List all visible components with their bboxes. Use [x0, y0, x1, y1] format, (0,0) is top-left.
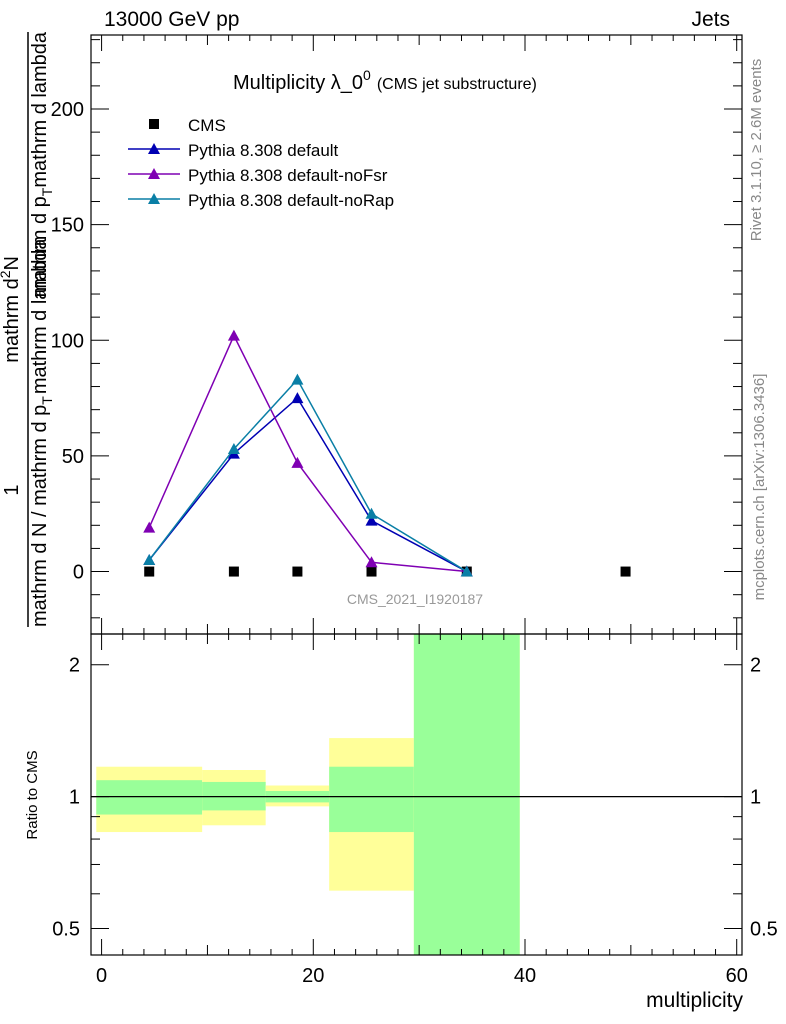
series-0-point-2: [292, 566, 303, 577]
series-2-point-0: [143, 521, 156, 533]
series-0-point-5: [620, 566, 631, 577]
y-title-den-sub: T: [39, 396, 55, 405]
ratio-band-inner-3: [329, 766, 414, 833]
series-line-2: [148, 333, 467, 573]
x-tick-label-0: 0: [96, 965, 107, 987]
rivet-version-label: Rivet 3.1.10, ≥ 2.6M events: [748, 59, 765, 242]
header-right: Jets: [691, 8, 730, 31]
legend-label-0: CMS: [188, 116, 226, 135]
ratio-frame: [90, 633, 743, 956]
y-title-top: mathrm d2N: [0, 256, 23, 363]
x-axis-title: multiplicity: [646, 989, 743, 1012]
series-2-point-3: [365, 556, 378, 568]
mcplots-url-label: mcplots.cern.ch [arXiv:1306.3436]: [751, 374, 768, 601]
y-title-top-a: mathrm d: [1, 278, 23, 362]
ratio-tick-label-right-0.5: 0.5: [750, 918, 778, 940]
legend-entry-0: CMS: [149, 116, 226, 135]
series-0-point-0: [144, 566, 155, 577]
series-line-1: [148, 396, 468, 573]
series-2-point-1: [227, 329, 240, 341]
y-title-den-b: mathrm d lambda: [29, 238, 51, 394]
chart-title: Multiplicity λ_00 (CMS jet substructure): [233, 67, 537, 94]
series-3-point-3: [365, 507, 378, 519]
y-title-top-b: N: [1, 256, 23, 270]
ratio-band-inner-4: [413, 634, 520, 955]
series-3-point-0: [143, 553, 156, 565]
series-3-point-4: [460, 565, 473, 577]
ratio-tick-label-left-1: 1: [69, 787, 80, 809]
y-tick-label-150: 150: [51, 215, 84, 237]
legend-label-1: Pythia 8.308 default: [188, 141, 339, 160]
y-title-numerator: 1: [1, 484, 23, 495]
ratio-tick-label-left-2: 2: [69, 655, 80, 677]
y-title-mid: mathrm d pTmathrm d lambda: [29, 31, 55, 297]
ratio-tick-label-right-2: 2: [750, 655, 761, 677]
series-0-point-1: [228, 566, 239, 577]
y-tick-label-200: 200: [51, 99, 84, 121]
y-title-mid-a: mathrm d p: [29, 196, 51, 297]
legend-entry-3: Pythia 8.308 default-noRap: [128, 191, 394, 210]
legend-entry-1: Pythia 8.308 default: [128, 141, 339, 160]
y-tick-label-0: 0: [73, 562, 84, 584]
y-title-den-a: mathrm d N / mathrm d p: [29, 405, 51, 627]
series-1-point-2: [291, 392, 304, 404]
y-tick-label-100: 100: [51, 330, 84, 352]
y-title-mid-b: mathrm d lambda: [29, 31, 51, 187]
legend-label-2: Pythia 8.308 default-noFsr: [188, 166, 388, 185]
legend-marker-3: [148, 193, 160, 204]
chart-title-main: Multiplicity λ_0: [233, 72, 363, 94]
legend-entry-2: Pythia 8.308 default-noFsr: [128, 166, 388, 185]
y-tick-label-50: 50: [62, 446, 84, 468]
header-left: 13000 GeV pp: [104, 8, 240, 31]
legend-marker-1: [148, 143, 160, 154]
ratio-tick-label-right-1: 1: [750, 787, 761, 809]
ratio-y-axis-title: Ratio to CMS: [24, 750, 41, 839]
series-line-3: [148, 378, 468, 573]
series-1-point-3: [365, 514, 378, 526]
y-title-top-sup: 2: [0, 270, 13, 278]
series-2-point-2: [291, 456, 304, 468]
x-tick-label-60: 60: [726, 965, 748, 987]
watermark-label: CMS_2021_I1920187: [347, 591, 483, 607]
chart-title-sub: (CMS jet substructure): [377, 76, 537, 93]
series-3-point-1: [227, 442, 240, 454]
ratio-tick-label-left-0.5: 0.5: [52, 918, 80, 940]
legend-label-3: Pythia 8.308 default-noRap: [188, 191, 394, 210]
chart-title-sup: 0: [363, 67, 371, 83]
series-0-point-3: [366, 566, 377, 577]
x-tick-label-40: 40: [514, 965, 536, 987]
x-tick-label-20: 20: [302, 965, 324, 987]
series-3-point-2: [291, 373, 304, 385]
ratio-band-inner-0: [96, 780, 203, 815]
legend-marker-2: [148, 168, 160, 179]
y-title-mid-sub: T: [39, 187, 55, 196]
y-title-denominator: mathrm d N / mathrm d pTmathrm d lambda: [29, 238, 55, 627]
legend-marker-0: [149, 119, 159, 129]
